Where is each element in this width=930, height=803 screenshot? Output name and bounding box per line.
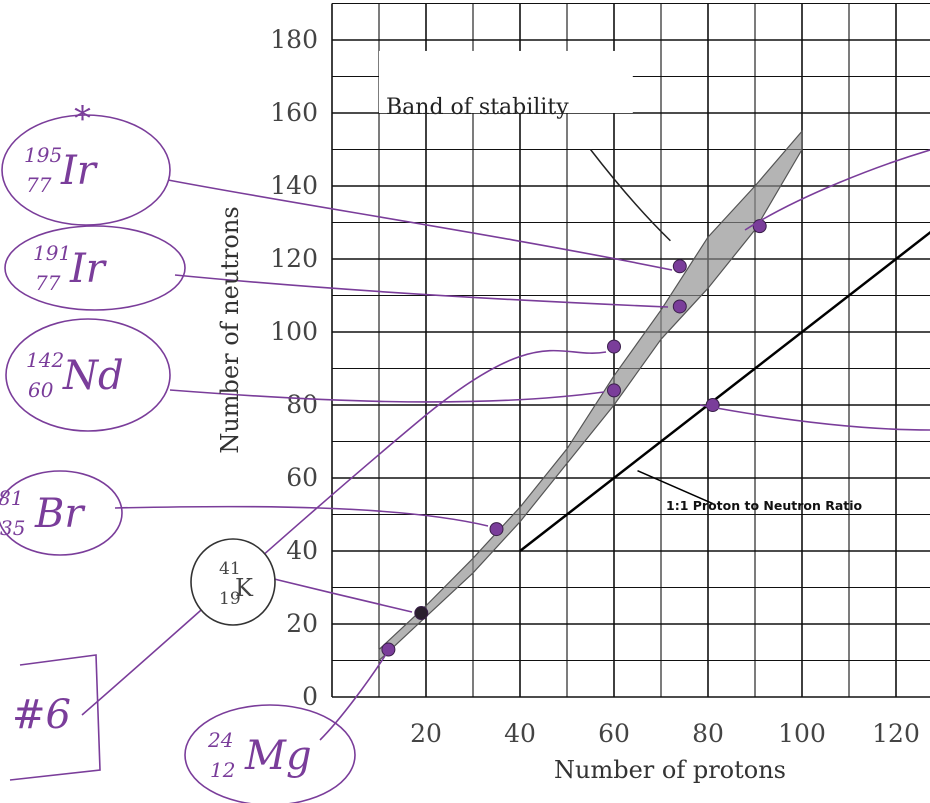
band-polygon — [378, 129, 803, 662]
y-axis-label: Number of neutrons — [216, 206, 244, 453]
label-circle — [5, 318, 171, 432]
x-tick-label: 120 — [872, 719, 920, 748]
mass-number: 195 — [24, 143, 62, 167]
x-axis-label: Number of protons — [554, 756, 786, 784]
tick-labels: 20 40 60 80 100 120 0 20 40 60 80 100 120 140 160 180 — [270, 25, 920, 748]
connector-line — [269, 577, 413, 613]
data-point — [705, 398, 720, 412]
element-symbol: Ir — [60, 148, 99, 194]
x-tick-label: 80 — [692, 719, 724, 748]
mass-number: 142 — [26, 348, 64, 372]
hand-drawn-labels: 195 77 Ir * 191 77 Ir 142 60 Nd 81 35 Br 41 19K 24 12 Mg #… — [0, 99, 356, 803]
label-circle — [1, 114, 171, 226]
connector-line — [81, 349, 607, 716]
element-symbol: #6 — [12, 692, 71, 738]
y-tick-label: 140 — [270, 171, 318, 200]
y-tick-label: 20 — [286, 609, 318, 638]
data-point — [489, 522, 504, 537]
data-point — [672, 259, 687, 274]
data-point — [607, 383, 621, 398]
atomic-number: 35 — [0, 516, 25, 540]
mass-number: 81 — [0, 486, 23, 510]
atomic-number: 60 — [28, 378, 54, 402]
element-symbol: Ir — [69, 246, 108, 292]
band-of-stability — [378, 129, 803, 662]
connector-line — [319, 647, 391, 741]
ratio-annotation: 1:1 Proton to Neutron Ratio — [666, 498, 863, 513]
connector-line — [174, 274, 669, 308]
band-annotation-box — [379, 50, 633, 113]
y-tick-label: 180 — [270, 25, 318, 54]
ratio-line — [519, 231, 930, 552]
nuclide-label-Mg: 24 12 Mg — [184, 704, 356, 803]
mass-number: 24 — [207, 728, 233, 752]
y-tick-label: 60 — [286, 463, 318, 492]
data-point — [414, 606, 429, 621]
y-tick-label: 120 — [270, 244, 318, 273]
element-symbol: Mg — [244, 733, 312, 779]
connector-line — [114, 505, 489, 527]
x-tick-label: 20 — [410, 719, 442, 748]
y-tick-label: 160 — [270, 98, 318, 127]
label-circle — [190, 538, 276, 626]
nuclide-label-Ir: 195 77 Ir * — [1, 99, 171, 226]
atomic-number: 12 — [210, 758, 235, 782]
element-symbol: K — [235, 574, 254, 602]
hand-drawn-lines — [81, 149, 930, 741]
atomic-number: 19 — [219, 589, 241, 609]
mass-number: 41 — [219, 559, 241, 579]
atomic-number: 77 — [26, 173, 52, 197]
x-tick-label: 40 — [504, 719, 536, 748]
x-tick-label: 100 — [778, 719, 826, 748]
label-circle — [4, 225, 186, 311]
nuclide-label-Nd: 142 60 Nd — [5, 318, 171, 432]
element-symbol: Br — [34, 491, 86, 537]
star-mark: * — [74, 99, 91, 139]
atomic-number: 77 — [35, 271, 61, 295]
element-symbol: Nd — [62, 353, 124, 399]
y-tick-label: 40 — [286, 536, 318, 565]
data-point — [672, 299, 687, 314]
y-tick-label: 80 — [286, 390, 318, 419]
y-tick-label: 0 — [302, 682, 318, 711]
band-arrow — [589, 149, 671, 242]
ratio-arrow — [637, 470, 714, 505]
band-annotation: Band of stability — [386, 95, 569, 120]
nuclide-label-K: 41 19K — [190, 538, 276, 626]
y-tick-label: 100 — [270, 317, 318, 346]
label-circle — [184, 704, 356, 803]
connector-line — [169, 389, 605, 403]
label-circle — [0, 470, 123, 556]
nuclide-label-Ir: 191 77 Ir — [4, 225, 186, 311]
label-box — [9, 654, 101, 781]
nuclide-label-num6: #6 — [9, 654, 101, 781]
nuclide-label-Br: 81 35 Br — [0, 470, 123, 556]
data-point — [607, 339, 621, 354]
connector-line — [699, 404, 930, 431]
connector-line — [744, 149, 930, 231]
grid — [331, 2, 930, 698]
ratio-line-segment — [519, 231, 930, 552]
connector-line — [167, 179, 673, 271]
mass-number: 191 — [33, 241, 71, 265]
x-tick-label: 60 — [598, 719, 630, 748]
